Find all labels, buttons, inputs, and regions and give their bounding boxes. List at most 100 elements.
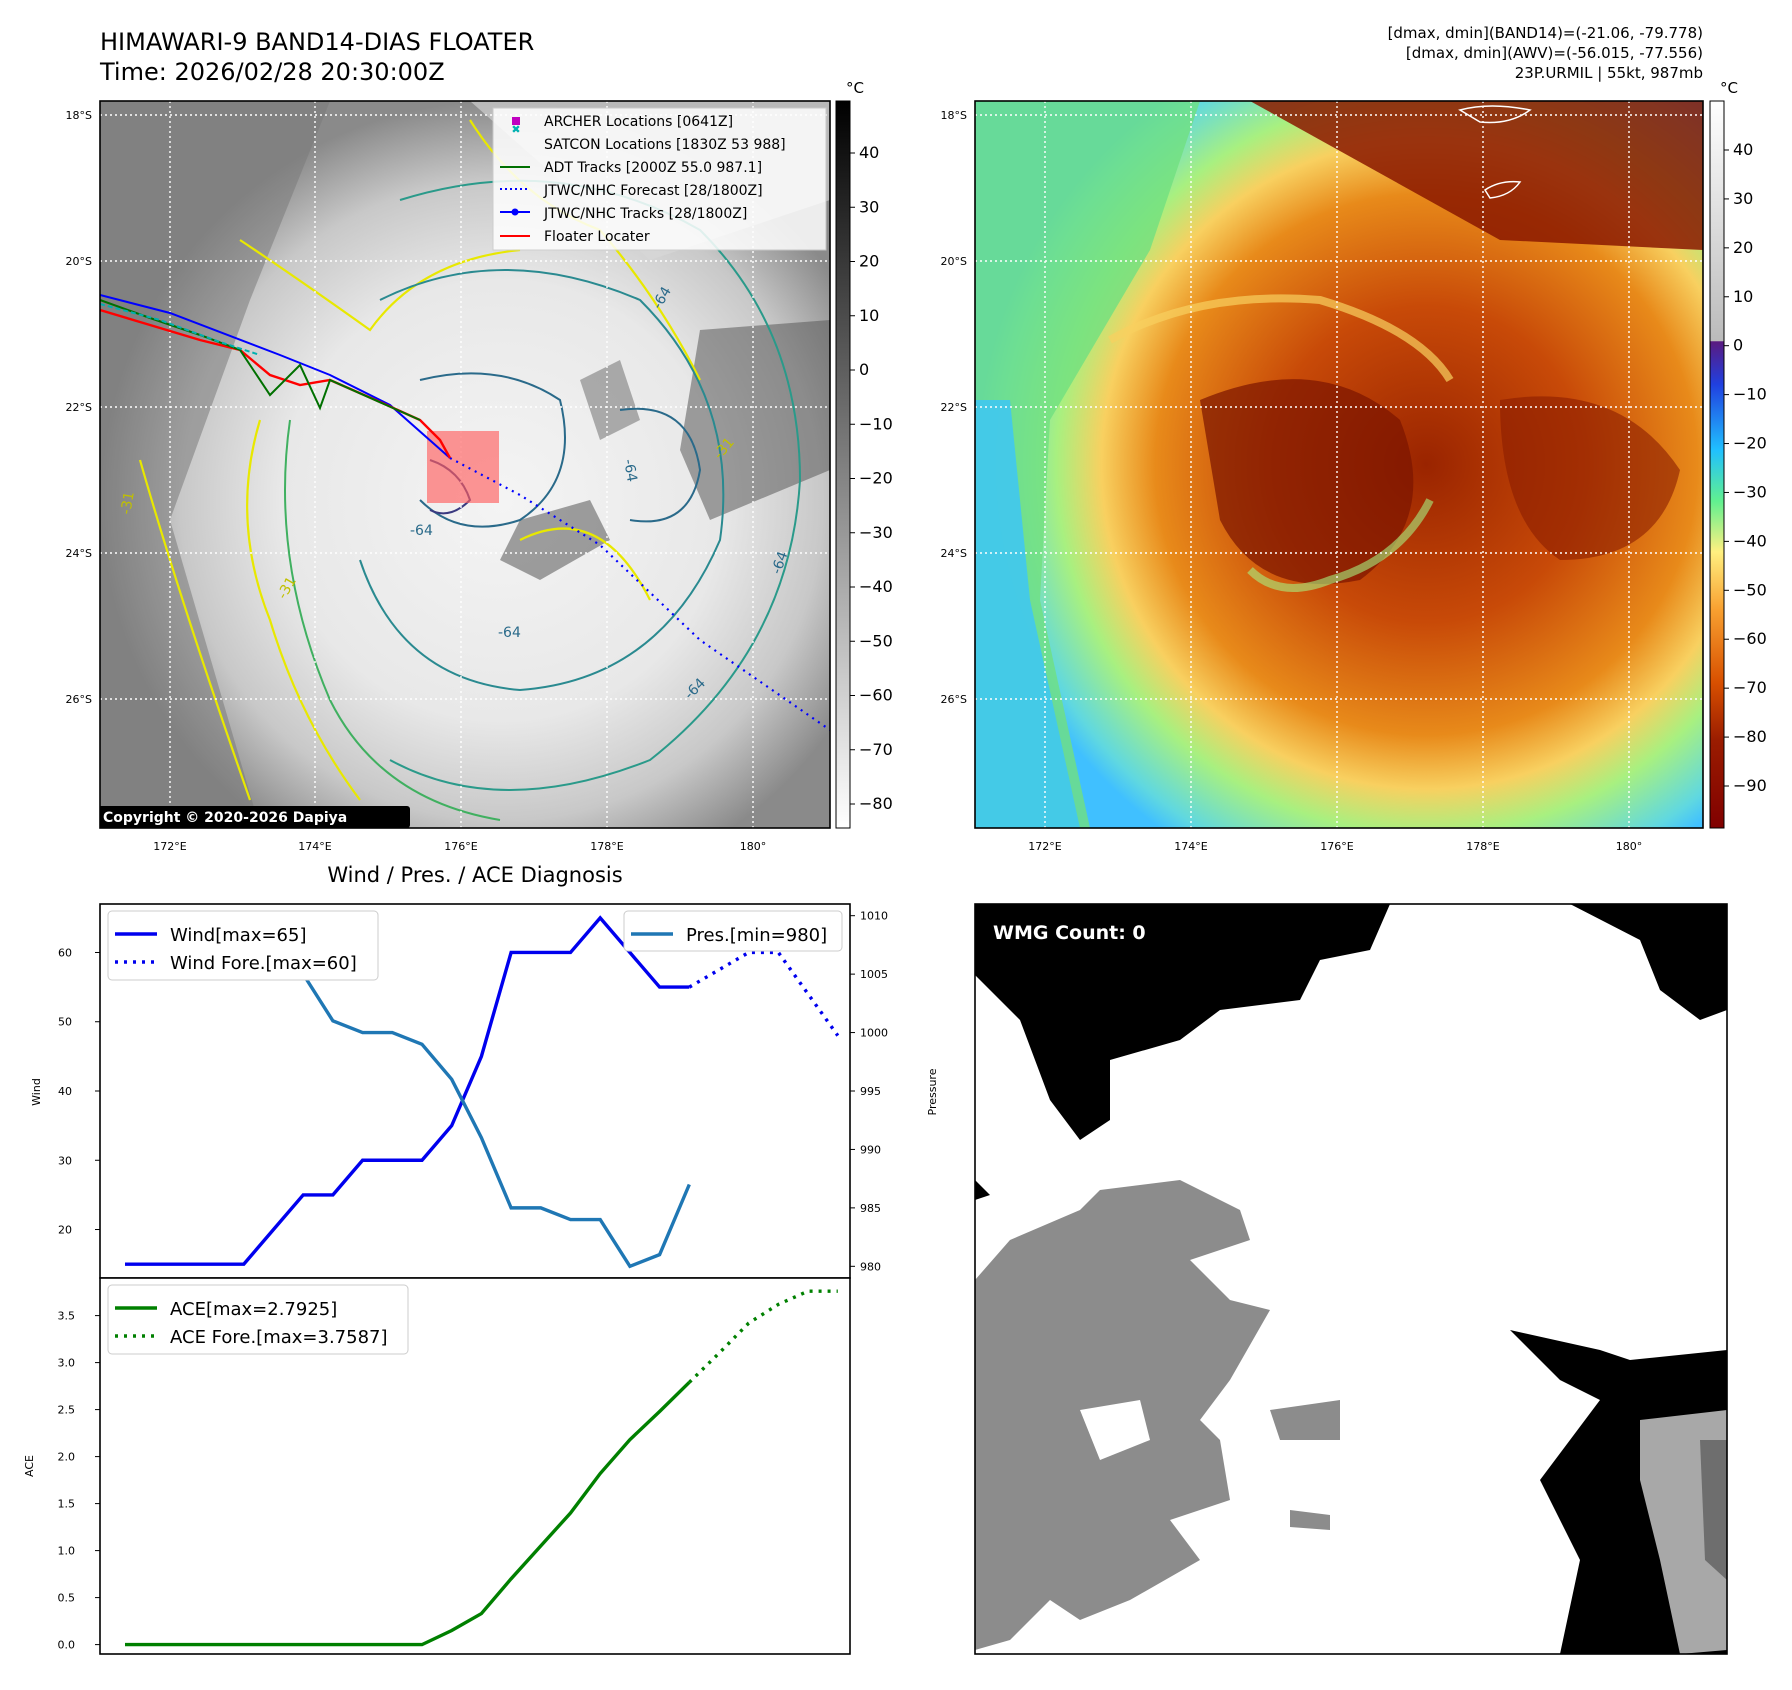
legend-entry: Floater Locater [544, 229, 650, 245]
ace-ytick-label: 1.5 [58, 1498, 76, 1511]
storm-info: 23P.URMIL | 55kt, 987mb [1515, 64, 1703, 82]
ir-gray-map: -64 -64 -64 -64 -64 -64 -31 -31 -31 ✖ [66, 79, 893, 853]
pressure-ytick-label: 985 [860, 1202, 881, 1215]
lon-label: 180° [1616, 840, 1643, 853]
wmg-count-label: WMG Count: 0 [993, 922, 1146, 944]
color-colorbar-tick-label: −20 [1733, 434, 1767, 453]
contour-label: -64 [498, 625, 521, 641]
wind-ylabel: Wind [30, 1078, 43, 1106]
ace-legend: ACE[max=2.7925] ACE Fore.[max=3.7587] [107, 1284, 409, 1355]
color-colorbar-tick-label: 40 [1733, 140, 1753, 159]
ace-ytick-label: 3.0 [58, 1357, 76, 1370]
gray-colorbar-tick-label: −60 [859, 686, 893, 705]
wind-pressure-chart: Wind Pressure 20 30 40 50 60 980 985 990 995 100… [30, 903, 939, 1279]
lat-label: 20°S [66, 255, 92, 268]
satcon-marker-icon: ✖ [511, 123, 520, 136]
gray-colorbar-tick-label: −10 [859, 414, 893, 433]
color-colorbar-tick-label: −40 [1733, 531, 1767, 550]
lat-label: 18°S [66, 109, 92, 122]
contour-label: -64 [620, 458, 640, 483]
color-map-frame [974, 100, 1704, 829]
wind-legend-label: Wind[max=65] [170, 925, 307, 946]
adt-track-line [100, 299, 421, 421]
wind-legend: Wind[max=65] Wind Fore.[max=60] [107, 910, 379, 981]
jtwc-track-line [100, 294, 451, 459]
copyright-badge [100, 806, 410, 828]
color-colorbar-tick-label: −50 [1733, 580, 1767, 599]
gray-colorbar-tick-label: −50 [859, 631, 893, 650]
lat-label: 20°S [941, 255, 967, 268]
ace-legend-label: ACE[max=2.7925] [170, 1299, 337, 1320]
lon-label: 174°E [1174, 840, 1207, 853]
track-legend-dot [511, 208, 519, 216]
color-colorbar-unit: °C [1720, 79, 1738, 97]
lon-label: 172°E [153, 840, 186, 853]
color-colorbar-tick-label: −60 [1733, 629, 1767, 648]
gray-colorbar-tick-label: −80 [859, 794, 893, 813]
lon-label: 172°E [1028, 840, 1061, 853]
contour-label: -31 [118, 490, 138, 515]
color-colorbar-tick-label: 30 [1733, 189, 1753, 208]
ace-series-line-1 [688, 1289, 838, 1384]
lon-label: 176°E [1320, 840, 1353, 853]
lat-label: 18°S [941, 109, 967, 122]
gray-colorbar-tick-label: 20 [859, 252, 879, 271]
ace-chart: ACE 0.0 0.5 1.0 1.5 2.0 2.5 3.0 3.5 ACE[max=2.7… [23, 1277, 851, 1655]
gray-colorbar-unit: °C [846, 79, 864, 97]
legend-entry: JTWC/NHC Tracks [28/1800Z] [543, 206, 747, 222]
ace-ytick-label: 1.0 [58, 1545, 76, 1558]
series-line-0 [125, 915, 690, 1266]
map-legend: ✖ ARCHER Locations [0641Z] SATCON Locati… [492, 107, 827, 251]
wmg-frame [974, 903, 1728, 1655]
color-colorbar-tick-label: −10 [1733, 385, 1767, 404]
pressure-legend-label: Pres.[min=980] [686, 925, 827, 946]
pressure-ytick-label: 990 [860, 1143, 881, 1156]
gray-colorbar-tick-label: −70 [859, 740, 893, 759]
color-colorbar-tick-label: −90 [1733, 776, 1767, 795]
satcon-track-line [100, 303, 261, 356]
lat-label: 26°S [941, 693, 967, 706]
pressure-legend: Pres.[min=980] [623, 910, 843, 952]
gray-colorbar-tick-label: −40 [859, 577, 893, 596]
wind-ytick-label: 40 [58, 1085, 72, 1098]
jtwc-forecast-line [449, 457, 830, 731]
color-colorbar-tick-label: 10 [1733, 287, 1753, 306]
color-colorbar [1709, 100, 1725, 829]
gray-colorbar-tick-label: −20 [859, 469, 893, 488]
wind-fore-legend-label: Wind Fore.[max=60] [170, 953, 357, 974]
lon-label: 178°E [590, 840, 623, 853]
band14-range: [dmax, dmin](BAND14)=(-21.06, -79.778) [1388, 24, 1703, 42]
copyright-text: Copyright © 2020-2026 Dapiya [103, 810, 347, 826]
lon-label: 180° [740, 840, 767, 853]
ace-fore-legend-label: ACE Fore.[max=3.7587] [170, 1327, 388, 1348]
ace-series-line-0 [125, 1381, 691, 1647]
ace-ytick-label: 2.5 [58, 1404, 76, 1417]
wind-ytick-label: 20 [58, 1224, 72, 1237]
gray-colorbar-tick-label: 40 [859, 143, 879, 162]
lon-label: 178°E [1466, 840, 1499, 853]
island-outline [1483, 180, 1522, 199]
lat-label: 26°S [66, 693, 92, 706]
pressure-ytick-label: 1000 [860, 1027, 888, 1040]
gray-colorbar-tick-label: −30 [859, 523, 893, 542]
color-colorbar-tick-label: 20 [1733, 238, 1753, 257]
lat-label: 24°S [941, 547, 967, 560]
color-colorbar-tick-label: −70 [1733, 678, 1767, 697]
wind-ytick-label: 30 [58, 1154, 72, 1167]
lat-label: 22°S [66, 401, 92, 414]
archer-marker-icon [512, 117, 520, 125]
ace-ytick-label: 2.0 [58, 1451, 76, 1464]
ace-ytick-label: 3.5 [58, 1310, 76, 1323]
lat-label: 24°S [66, 547, 92, 560]
awv-range: [dmax, dmin](AWV)=(-56.015, -77.556) [1406, 44, 1703, 62]
contour-label: -64 [769, 549, 792, 576]
gray-colorbar-tick-label: 30 [859, 197, 879, 216]
lon-label: 174°E [298, 840, 331, 853]
color-colorbar-tick-label: −80 [1733, 727, 1767, 746]
color-colorbar-tick-label: −30 [1733, 482, 1767, 501]
floater-box [427, 431, 499, 503]
series-line-1 [688, 950, 840, 1037]
lon-label: 176°E [444, 840, 477, 853]
lat-label: 22°S [941, 401, 967, 414]
